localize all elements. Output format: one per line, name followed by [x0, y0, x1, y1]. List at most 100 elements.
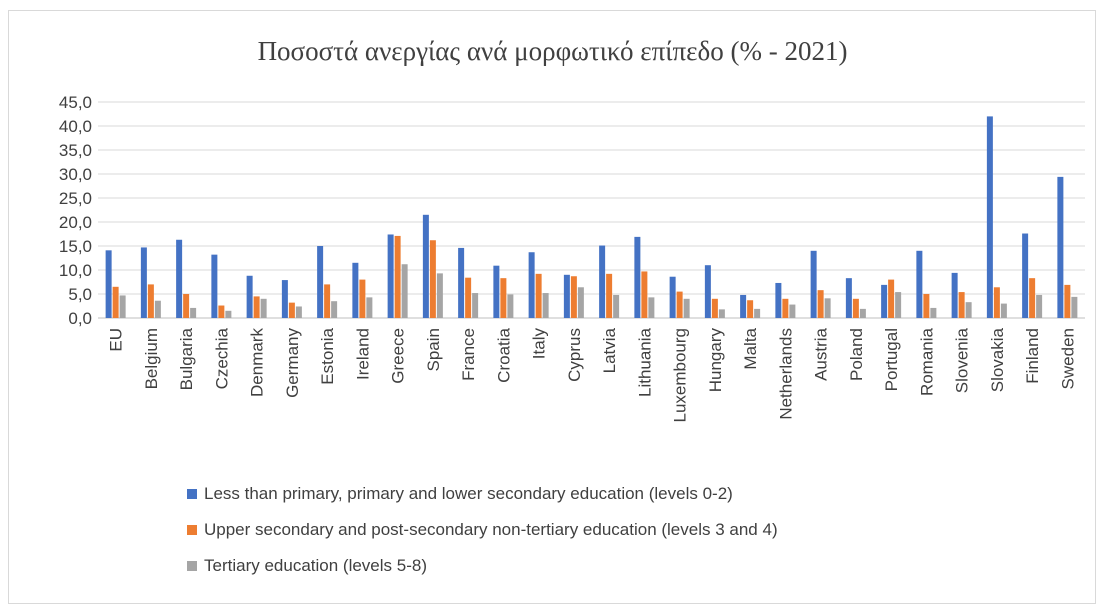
bar-1-slovenia: [951, 272, 958, 318]
bar-3-romania: [930, 307, 937, 318]
legend-swatch-series-3: [187, 561, 197, 571]
bar-3-belgium: [154, 300, 161, 318]
y-tick-label: 5,0: [68, 285, 92, 304]
gridlines: [98, 101, 1085, 319]
bar-2-netherlands: [782, 298, 789, 318]
x-tick-label: Estonia: [318, 327, 337, 384]
bar-1-bulgaria: [176, 239, 183, 318]
bar-3-finland: [1036, 294, 1043, 318]
x-tick-label: Croatia: [494, 327, 513, 382]
bar-2-malta: [747, 300, 754, 318]
x-tick-label: Bulgaria: [177, 327, 196, 390]
x-tick-label: Belgium: [142, 328, 161, 389]
legend-label-series-1: Less than primary, primary and lower sec…: [204, 484, 733, 503]
bar-3-eu: [119, 295, 126, 318]
bar-3-latvia: [613, 294, 620, 318]
bar-2-austria: [817, 290, 824, 318]
bar-3-portugal: [895, 292, 902, 318]
legend-swatch-series-1: [187, 489, 197, 499]
bar-3-cyprus: [577, 287, 584, 318]
bar-3-poland: [859, 308, 866, 318]
bar-3-ireland: [366, 297, 373, 318]
bar-2-estonia: [324, 284, 331, 318]
x-tick-label: Germany: [283, 328, 302, 398]
bar-1-malta: [740, 294, 747, 318]
bar-3-italy: [542, 293, 549, 318]
bar-1-spain: [422, 214, 429, 318]
x-tick-label: Austria: [812, 327, 831, 380]
bar-3-croatia: [507, 294, 514, 318]
bar-2-croatia: [500, 278, 507, 318]
y-tick-label: 40,0: [59, 117, 92, 136]
y-tick-label: 45,0: [59, 93, 92, 112]
y-tick-label: 20,0: [59, 213, 92, 232]
bar-1-germany: [281, 280, 288, 318]
legend-item-series-2: Upper secondary and post-secondary non-t…: [187, 517, 778, 543]
bar-2-hungary: [711, 298, 718, 318]
bar-1-sweden: [1057, 176, 1064, 318]
bar-2-belgium: [147, 284, 154, 318]
bar-2-sweden: [1064, 284, 1071, 318]
bar-1-croatia: [493, 265, 500, 318]
y-tick-label: 15,0: [59, 237, 92, 256]
bar-2-denmark: [253, 296, 260, 318]
x-tick-label: Spain: [424, 328, 443, 371]
bars: [105, 116, 1078, 319]
bar-2-spain: [429, 240, 436, 318]
bar-3-czechia: [225, 310, 232, 318]
bar-2-lithuania: [641, 271, 648, 318]
bar-3-spain: [436, 273, 443, 318]
bar-1-cyprus: [563, 274, 570, 318]
bar-1-greece: [387, 234, 394, 318]
chart-frame: [8, 10, 1096, 604]
x-axis-labels: EU Belgium Bulgaria Czechia Denmark Germany Es…: [107, 327, 1078, 422]
bar-1-luxembourg: [669, 276, 676, 318]
bar-1-finland: [1022, 233, 1029, 318]
bar-1-latvia: [599, 245, 606, 318]
bar-2-poland: [852, 298, 859, 318]
x-tick-label: Finland: [1023, 328, 1042, 384]
x-tick-label: France: [459, 328, 478, 381]
bar-2-cyprus: [570, 276, 577, 318]
bar-1-austria: [810, 250, 817, 318]
y-axis: 0,0 5,0 10,0 15,0 20,0 25,0 30,0 35,0 40,0 45,0: [59, 93, 92, 328]
bar-1-slovakia: [986, 116, 993, 319]
y-tick-label: 10,0: [59, 261, 92, 280]
bar-2-portugal: [888, 279, 895, 318]
bar-3-netherlands: [789, 304, 796, 318]
legend-swatch-series-2: [187, 525, 197, 535]
bar-1-denmark: [246, 275, 253, 318]
bar-2-italy: [535, 273, 542, 318]
bar-3-bulgaria: [190, 307, 197, 318]
bar-2-latvia: [606, 273, 613, 318]
bar-2-finland: [1029, 278, 1036, 318]
y-tick-label: 25,0: [59, 189, 92, 208]
bar-3-greece: [401, 264, 408, 318]
x-tick-label: Portugal: [882, 328, 901, 391]
x-tick-label: Luxembourg: [671, 328, 690, 423]
legend-item-series-1: Less than primary, primary and lower sec…: [187, 481, 778, 507]
bar-2-greece: [394, 235, 401, 318]
bar-3-lithuania: [648, 297, 655, 318]
x-tick-label: Hungary: [706, 328, 725, 393]
bar-1-ireland: [352, 262, 359, 318]
bar-2-slovakia: [993, 287, 1000, 318]
bar-3-germany: [295, 306, 302, 318]
y-tick-label: 30,0: [59, 165, 92, 184]
x-tick-label: Poland: [847, 328, 866, 381]
x-tick-label: EU: [107, 328, 126, 352]
x-tick-label: Lithuania: [635, 327, 654, 397]
bar-2-eu: [112, 286, 119, 318]
bar-3-luxembourg: [683, 298, 690, 318]
bar-3-austria: [824, 298, 831, 318]
bar-3-estonia: [331, 301, 338, 318]
bar-1-netherlands: [775, 282, 782, 318]
bar-2-ireland: [359, 279, 366, 318]
x-tick-label: Italy: [530, 328, 549, 360]
bar-3-malta: [754, 308, 761, 318]
chart-title: Ποσοστά ανεργίας ανά μορφωτικό επίπεδο (…: [257, 36, 848, 66]
bar-2-slovenia: [958, 292, 965, 318]
bar-2-luxembourg: [676, 291, 683, 318]
bar-3-hungary: [718, 309, 725, 318]
